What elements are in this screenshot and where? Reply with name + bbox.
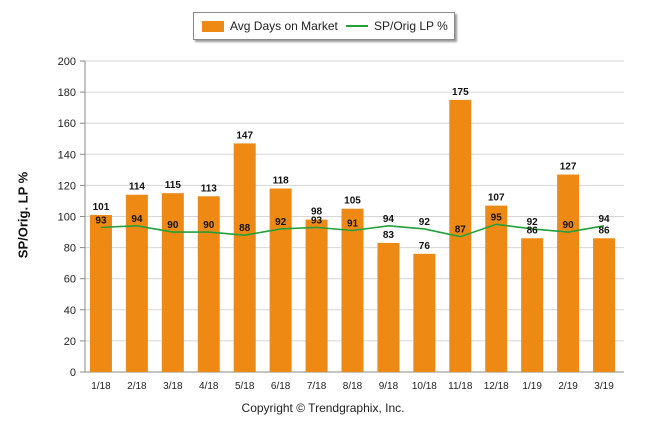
- y-tick-label: 0: [70, 367, 76, 379]
- line-value-label: 94: [383, 214, 395, 225]
- line-value-label: 91: [347, 218, 359, 229]
- x-tick-label: 2/19: [558, 381, 578, 392]
- legend-swatch-avg-days: [202, 21, 224, 32]
- bar-8/18: [341, 208, 364, 372]
- bar-4/18: [197, 196, 220, 372]
- x-tick-label: 4/18: [199, 381, 219, 392]
- data-labels: 101 114 115 113 147 118 98 105 83 76 175 107 86 127 86…: [93, 87, 610, 252]
- line-value-label: 88: [239, 223, 251, 234]
- x-tick-label: 3/19: [594, 381, 614, 392]
- bar-3/18: [161, 193, 184, 372]
- x-tick-label: 8/18: [343, 381, 363, 392]
- x-tick-label: 9/18: [379, 381, 399, 392]
- y-tick-label: 140: [58, 149, 76, 161]
- bar-value-label: 127: [560, 162, 577, 173]
- x-tick-label: 5/18: [235, 381, 255, 392]
- line-value-label: 90: [167, 220, 179, 231]
- bar-value-label: 118: [273, 176, 290, 187]
- line-value-label: 93: [311, 215, 323, 226]
- bar-value-label: 115: [165, 180, 182, 191]
- bar-value-label: 107: [488, 193, 505, 204]
- line-value-label: 92: [419, 217, 431, 228]
- line-value-label: 93: [95, 215, 107, 226]
- bar-2/19: [557, 174, 580, 372]
- y-tick-label: 20: [64, 336, 76, 348]
- sp-orig-line: [100, 223, 605, 238]
- bar-value-label: 175: [452, 87, 469, 98]
- bar-value-label: 83: [383, 230, 395, 241]
- bar-12/18: [485, 205, 508, 372]
- line-value-label: 87: [455, 225, 467, 236]
- bar-value-label: 105: [344, 196, 361, 207]
- y-tick-label: 60: [64, 274, 76, 286]
- bar-value-label: 86: [527, 225, 539, 236]
- y-tick-label: 160: [58, 118, 76, 130]
- line-value-label: 90: [203, 220, 215, 231]
- x-tick-label: 2/18: [127, 381, 147, 392]
- legend-label-avg-days: Avg Days on Market: [230, 19, 338, 33]
- x-tick-label: 3/18: [163, 381, 183, 392]
- bar-value-label: 147: [236, 130, 253, 141]
- bar-6/18: [269, 188, 292, 372]
- bar-value-label: 86: [598, 225, 610, 236]
- line-value-label: 94: [131, 214, 143, 225]
- y-axis-title: SP/Orig. LP %: [15, 171, 31, 259]
- x-tick-label: 6/18: [271, 381, 291, 392]
- y-tick-label: 120: [58, 180, 76, 192]
- bar-9/18: [377, 242, 400, 372]
- x-tick-label: 1/19: [522, 381, 542, 392]
- bar-value-label: 113: [201, 183, 218, 194]
- bar-7/18: [305, 219, 328, 372]
- line-value-label: 92: [275, 217, 287, 228]
- line-value-label: 95: [491, 212, 503, 223]
- line-series: [100, 223, 605, 238]
- legend-swatch-sp-orig: [346, 25, 368, 27]
- copyright-footer: Copyright © Trendgraphix, Inc.: [241, 401, 405, 415]
- legend-label-sp-orig: SP/Orig LP %: [374, 19, 448, 33]
- y-tick-label: 40: [64, 305, 76, 317]
- bar-value-label: 76: [419, 241, 431, 252]
- x-tick-label: 1/18: [91, 381, 111, 392]
- x-axis-ticks: 1/18 2/18 3/18 4/18 5/18 6/18 7/18 8/18 9/18 10/1…: [91, 381, 614, 392]
- bar-5/18: [233, 143, 256, 372]
- bar-1/19: [521, 238, 544, 372]
- x-tick-label: 7/18: [307, 381, 327, 392]
- y-tick-label: 80: [64, 243, 76, 255]
- line-value-label: 92: [527, 217, 539, 228]
- x-tick-label: 11/18: [448, 381, 473, 392]
- line-value-label: 90: [563, 220, 575, 231]
- legend: Avg Days on Market SP/Orig LP %: [193, 12, 455, 40]
- x-tick-label: 10/18: [412, 381, 437, 392]
- x-tick-label: 12/18: [484, 381, 509, 392]
- y-axis-ticks: 0 20 40 60 80 100 120 140 160 180 200: [58, 56, 85, 379]
- bar-value-label: 98: [311, 207, 323, 218]
- bar-value-label: 114: [129, 182, 146, 193]
- bar-10/18: [413, 253, 436, 372]
- y-tick-label: 180: [58, 87, 76, 99]
- y-tick-label: 200: [58, 56, 76, 68]
- line-value-label: 94: [598, 214, 610, 225]
- bar-1/18: [89, 214, 112, 372]
- bar-2/18: [125, 194, 148, 372]
- bar-3/19: [593, 238, 616, 372]
- bar-value-label: 101: [93, 202, 110, 213]
- y-tick-label: 100: [58, 212, 76, 224]
